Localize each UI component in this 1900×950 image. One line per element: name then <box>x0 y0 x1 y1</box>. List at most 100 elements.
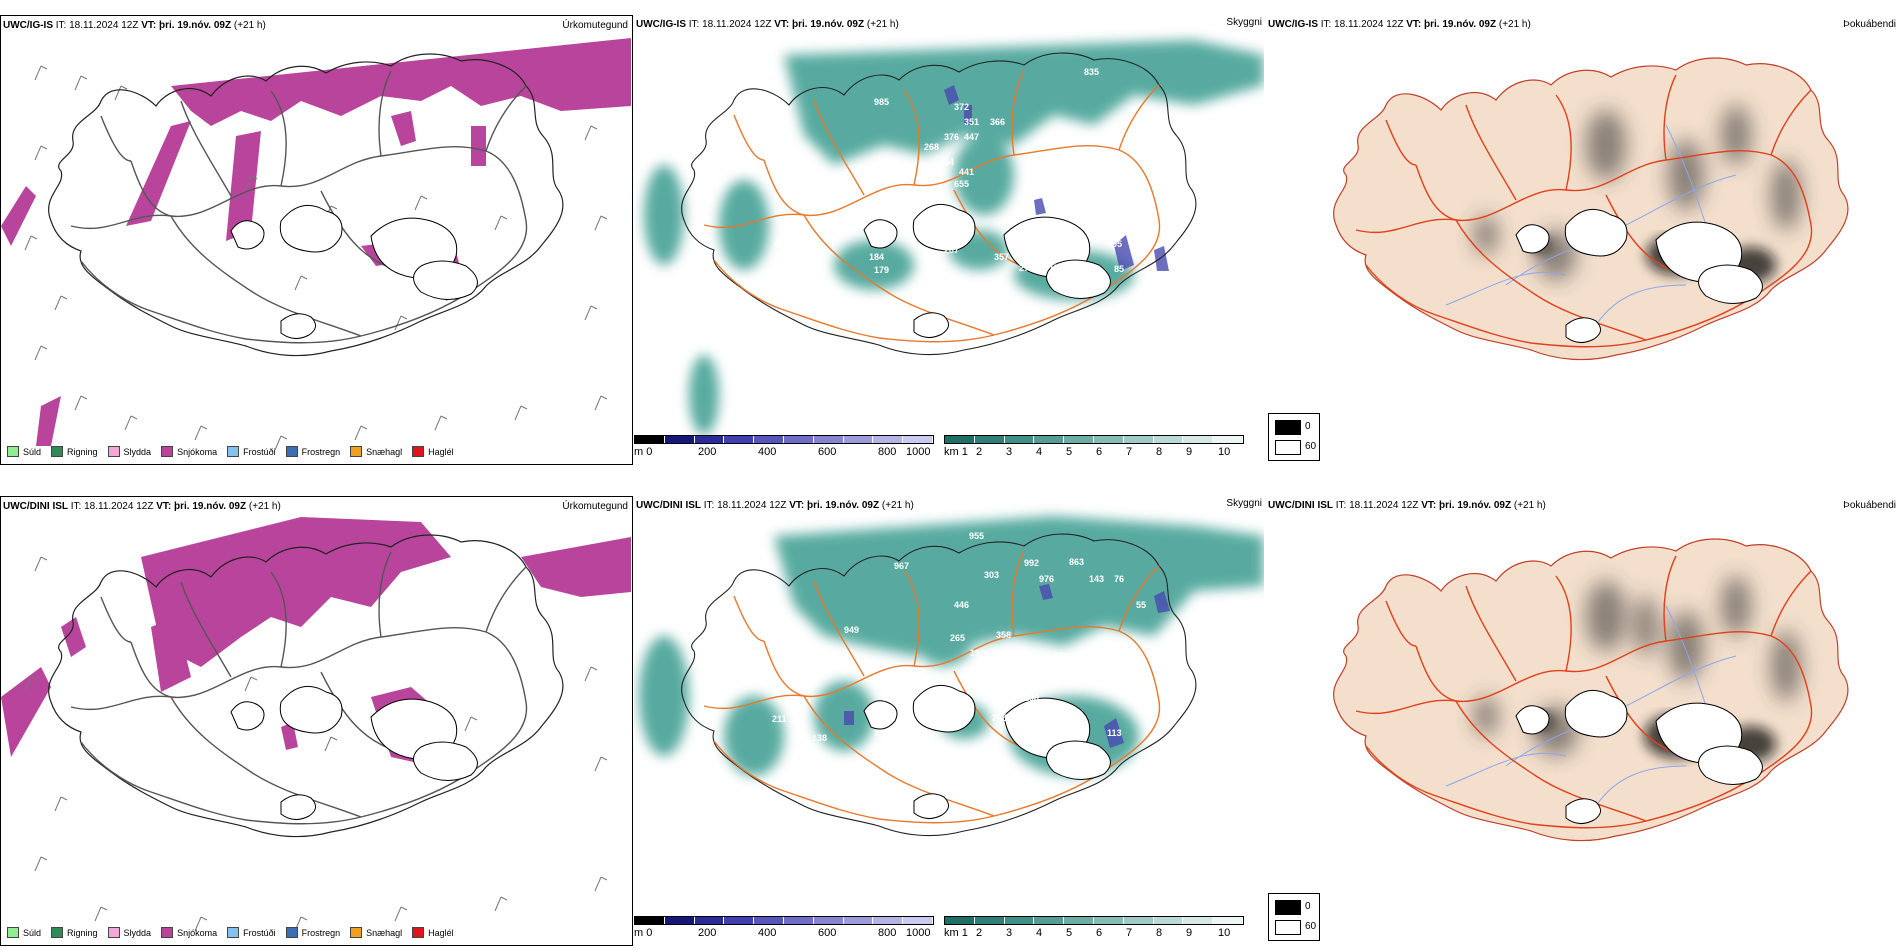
low-cloud-areas <box>944 85 1169 271</box>
legend-item: Rigning <box>51 927 98 938</box>
fog-map-top <box>1333 57 1849 361</box>
legend-item: Frostregn <box>285 446 340 457</box>
cloud-label: 372 <box>954 102 969 112</box>
wind-barbs <box>24 65 608 451</box>
legend-item: Frostúði <box>227 446 276 457</box>
cloud-label: 265 <box>950 633 965 643</box>
cloud-label: 155 <box>956 706 971 716</box>
cloud-label: 967 <box>894 561 909 571</box>
legend-item: Frostregn <box>285 927 340 938</box>
cloud-cover <box>639 516 1264 776</box>
fog-panel-top: UWC/IG-IS IT: 18.11.2024 12Z VT: þri. 19… <box>1266 15 1900 415</box>
cloud-label: 76 <box>1114 574 1124 584</box>
fog-panel-bottom: UWC/DINI ISL IT: 18.11.2024 12Z VT: þri.… <box>1266 496 1900 891</box>
cloud-label: 235 <box>992 713 1007 723</box>
legend-item: Haglél <box>412 446 454 457</box>
cloud-label: 357 <box>994 252 1009 262</box>
fog-legend-bottom: 0 60 <box>1268 893 1320 941</box>
cloud-label: 185 <box>1052 724 1067 734</box>
cloud-label: 240 <box>942 710 957 720</box>
cloud-label: 376 <box>944 132 959 142</box>
cloud-label: 331 <box>1054 651 1069 661</box>
rivers <box>1445 605 1737 807</box>
cloud-panel-top: 985 372 351 376 447 366 268 354 441 655 … <box>634 15 1264 465</box>
cloud-panel-bottom: 955 967 992 976 863 143 76 55 303 446 26… <box>634 496 1264 946</box>
cloud-label: 354 <box>939 157 954 167</box>
cloud-label: 268 <box>924 142 939 152</box>
cloud-label: 177 <box>1049 263 1064 273</box>
legend-item: Snjókoma <box>161 446 217 457</box>
cloud-label: 192 <box>874 728 889 738</box>
fog-map-bottom <box>1333 538 1849 842</box>
cloud-label: 955 <box>969 531 984 541</box>
legend-item: Haglél <box>412 927 454 938</box>
cloud-label: 447 <box>964 132 979 142</box>
legend-item: Snæhagl <box>350 446 402 457</box>
colorbar-km-top: km 1 2 3 4 5 6 7 8 9 10 <box>944 435 1244 459</box>
legend-item: Slydda <box>107 927 151 938</box>
fog-legend-top: 0 60 <box>1268 413 1320 461</box>
legend-item: Snjókoma <box>161 927 217 938</box>
cloud-label: 207 <box>944 245 959 255</box>
cloud-cover <box>644 40 1264 435</box>
precip-map-bottom <box>1 517 631 932</box>
precip-panel-bottom: UWC/DINI ISL IT: 18.11.2024 12Z VT: þri.… <box>0 496 633 946</box>
cloud-label: 303 <box>984 570 999 580</box>
cloud-label: 976 <box>1039 574 1054 584</box>
panel-title-cloud-top: Skyggni <box>1226 17 1262 28</box>
cloud-label: 949 <box>844 625 859 635</box>
cloud-label: 463 <box>774 239 789 249</box>
cloud-label: 366 <box>990 117 1005 127</box>
legend-item: Rigning <box>51 446 98 457</box>
cloud-label: 143 <box>1089 574 1104 584</box>
cloud-label: 351 <box>964 117 979 127</box>
rivers <box>1445 124 1737 326</box>
panel-title-fog-top: Þokuábendi <box>1843 19 1896 30</box>
precip-map-top <box>1 38 631 451</box>
panel-title-precip-bottom: Úrkomutegund <box>562 501 628 512</box>
fog-shading <box>1474 105 1801 280</box>
colorbar-m-bottom: m 0 200 400 600 800 1000 <box>634 916 934 940</box>
low-cloud-areas <box>844 584 1170 748</box>
header-bottom-fog: UWC/DINI ISL IT: 18.11.2024 12Z VT: þri.… <box>1268 500 1546 511</box>
precip-panel-top: UWC/IG-IS IT: 18.11.2024 12Z VT: þri. 19… <box>0 15 633 465</box>
cloud-label: 992 <box>1024 558 1039 568</box>
cloud-label: 271 <box>1019 263 1034 273</box>
cloud-label: 184 <box>869 252 884 262</box>
cloud-label: 179 <box>874 265 889 275</box>
cloud-label: 985 <box>874 97 889 107</box>
wind-barbs <box>24 556 608 932</box>
panel-title-fog-bottom: Þokuábendi <box>1843 500 1896 511</box>
cloud-label: 113 <box>1107 728 1122 738</box>
panel-title-cloud-bottom: Skyggni <box>1226 498 1262 509</box>
cloud-label: 95 <box>1112 239 1122 249</box>
header-bottom-precip: UWC/DINI ISL IT: 18.11.2024 12Z VT: þri.… <box>3 501 281 512</box>
cloud-label: 446 <box>954 600 969 610</box>
cloud-label: 358 <box>996 630 1011 640</box>
legend-item: Súld <box>7 927 41 938</box>
cloud-label: 192 <box>970 648 985 658</box>
cloud-map-bottom: 955 967 992 976 863 143 76 55 303 446 26… <box>639 516 1264 837</box>
precip-legend-bottom: Súld Rigning Slydda Snjókoma Frostúði Fr… <box>7 927 464 938</box>
cloud-label: 298 <box>1024 693 1039 703</box>
legend-item: Snæhagl <box>350 927 402 938</box>
cloud-label: 655 <box>954 179 969 189</box>
cloud-label: 863 <box>1069 557 1084 567</box>
cloud-label: 55 <box>1136 600 1146 610</box>
cloud-height-labels: 985 372 351 376 447 366 268 354 441 655 … <box>774 67 1124 275</box>
cloud-map-top: 985 372 351 376 447 366 268 354 441 655 … <box>644 40 1264 435</box>
cloud-label: 323 <box>1016 726 1031 736</box>
colorbar-m-top: m 0 200 400 600 800 1000 <box>634 435 934 459</box>
legend-item: Slydda <box>107 446 151 457</box>
cloud-label: 238 <box>1044 665 1059 675</box>
cloud-height-labels: 955 967 992 976 863 143 76 55 303 446 26… <box>772 531 1146 743</box>
cloud-label: 211 <box>772 714 787 724</box>
header-bottom-cloud: UWC/DINI ISL IT: 18.11.2024 12Z VT: þri.… <box>636 500 914 511</box>
cloud-label: 835 <box>1084 67 1099 77</box>
header-top-fog: UWC/IG-IS IT: 18.11.2024 12Z VT: þri. 19… <box>1268 19 1531 30</box>
precip-legend-top: Súld Rigning Slydda Snjókoma Frostúði Fr… <box>7 446 464 457</box>
colorbar-km-bottom: km 1 2 3 4 5 6 7 8 9 10 <box>944 916 1244 940</box>
header-top-precip: UWC/IG-IS IT: 18.11.2024 12Z VT: þri. 19… <box>3 20 266 31</box>
legend-item: Súld <box>7 446 41 457</box>
legend-item: Frostúði <box>227 927 276 938</box>
